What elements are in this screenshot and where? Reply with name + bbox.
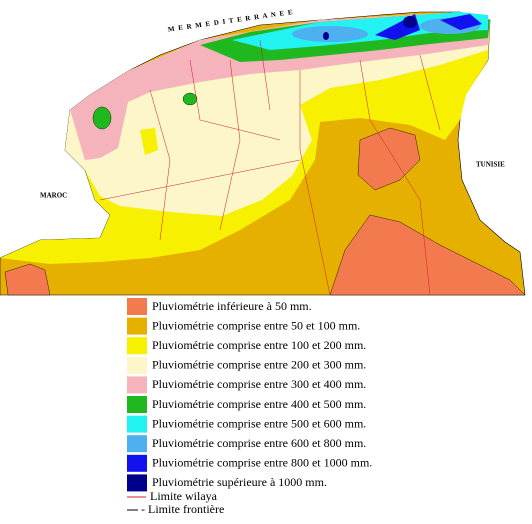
zone-over-1000 xyxy=(323,32,329,40)
legend-label: Pluviométrie comprise entre 200 et 300 m… xyxy=(152,358,366,372)
zone-600-800 xyxy=(292,26,368,42)
country-label: MAROC xyxy=(40,192,67,200)
legend-label: Pluviométrie supérieure à 1000 mm. xyxy=(152,475,327,489)
zone-under-50 xyxy=(4,263,51,296)
legend-swatch xyxy=(127,415,147,433)
legend-label: Pluviométrie comprise entre 500 et 600 m… xyxy=(152,416,366,430)
legend-label: Pluviométrie comprise entre 100 et 200 m… xyxy=(152,338,366,352)
zone-400-500 xyxy=(182,92,198,106)
legend-swatch xyxy=(127,376,147,394)
legend-swatch xyxy=(127,396,147,413)
legend-label: Pluviométrie comprise entre 50 et 100 mm… xyxy=(152,318,360,332)
zone-under-50 xyxy=(357,127,421,191)
legend-label: - Limite frontière xyxy=(141,502,224,516)
legend: Pluviométrie inférieure à 50 mm. Pluviomé… xyxy=(127,298,372,516)
zone-under-50 xyxy=(329,214,526,296)
wilaya-boundaries xyxy=(99,39,441,296)
legend-swatch xyxy=(127,317,147,335)
legend-swatch xyxy=(127,454,147,472)
legend-swatch xyxy=(127,356,147,374)
legend-label: Pluviométrie comprise entre 600 et 800 m… xyxy=(152,436,366,450)
country-label: TUNISIE xyxy=(476,161,505,169)
legend-label: Pluviométrie comprise entre 400 et 500 m… xyxy=(152,397,366,411)
legend-swatch xyxy=(127,435,147,453)
legend-label: Pluviométrie comprise entre 800 et 1000 … xyxy=(152,456,372,470)
legend-label: Pluviométrie inférieure à 50 mm. xyxy=(152,299,312,313)
legend-swatch xyxy=(127,474,147,492)
legend-swatch xyxy=(127,298,147,315)
legend-label: Pluviométrie comprise entre 300 et 400 m… xyxy=(152,377,366,391)
map: M E R M E D I T E R R A N E E MAROC TUNI… xyxy=(0,8,526,296)
zone-100-200 xyxy=(140,128,158,155)
legend-swatch xyxy=(127,337,147,355)
zone-800-1000 xyxy=(440,14,482,30)
legend-label: Limite wilaya xyxy=(150,489,218,503)
zone-400-500 xyxy=(92,106,112,130)
zone-over-1000 xyxy=(403,16,417,28)
